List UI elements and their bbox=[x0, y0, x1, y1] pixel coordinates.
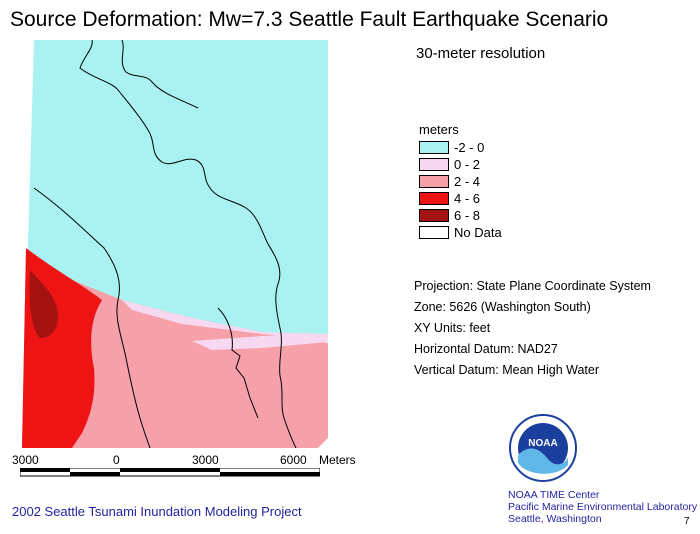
legend-item: -2 - 0 bbox=[419, 139, 502, 156]
projection-info: Projection: State Plane Coordinate Syste… bbox=[414, 276, 651, 381]
scale-label: 6000 bbox=[280, 453, 307, 467]
scale-bar: 3000 0 3000 6000 Meters bbox=[10, 453, 370, 483]
legend-item: 4 - 6 bbox=[419, 190, 502, 207]
legend-label: No Data bbox=[454, 225, 502, 240]
legend-title: meters bbox=[419, 122, 459, 137]
coastline-west bbox=[33, 187, 151, 448]
legend-item: 0 - 2 bbox=[419, 156, 502, 173]
map-title: Source Deformation: Mw=7.3 Seattle Fault… bbox=[10, 8, 609, 31]
horizontal-datum-line: Horizontal Datum: NAD27 bbox=[414, 342, 558, 356]
legend-swatch bbox=[419, 158, 449, 171]
scale-label: 0 bbox=[113, 453, 120, 467]
legend-item: 2 - 4 bbox=[419, 173, 502, 190]
credit-line: NOAA TIME Center bbox=[508, 489, 600, 501]
scale-label: 3000 bbox=[12, 453, 39, 467]
scale-unit: Meters bbox=[319, 453, 356, 467]
legend-swatch bbox=[419, 226, 449, 239]
legend-label: 4 - 6 bbox=[454, 191, 481, 206]
scale-ruler bbox=[20, 468, 320, 477]
vertical-datum-line: Vertical Datum: Mean High Water bbox=[414, 363, 600, 377]
project-credit: 2002 Seattle Tsunami Inundation Modeling… bbox=[12, 504, 302, 519]
zone-0-2 bbox=[192, 334, 328, 350]
legend-swatch bbox=[419, 141, 449, 154]
projection-line: Projection: State Plane Coordinate Syste… bbox=[414, 279, 651, 293]
noaa-logo-text: NOAA bbox=[528, 438, 557, 449]
coastline-inlet bbox=[217, 307, 259, 419]
zone-0-2-b bbox=[122, 300, 328, 341]
coastline-north bbox=[121, 39, 199, 109]
legend-swatch bbox=[419, 175, 449, 188]
legend-label: 2 - 4 bbox=[454, 174, 481, 189]
zone-6-8 bbox=[29, 270, 59, 338]
credit-line: Pacific Marine Environmental Laboratory bbox=[508, 501, 698, 513]
noaa-credits: NOAA TIME Center Pacific Marine Environm… bbox=[508, 489, 697, 525]
legend-label: 0 - 2 bbox=[454, 157, 481, 172]
credit-line: Seattle, Washington bbox=[508, 513, 602, 525]
noaa-logo: NOAA bbox=[509, 414, 577, 482]
legend-label: -2 - 0 bbox=[454, 140, 485, 155]
scale-label: 3000 bbox=[192, 453, 219, 467]
deformation-map bbox=[22, 39, 328, 448]
legend-swatch bbox=[419, 192, 449, 205]
legend-label: 6 - 8 bbox=[454, 208, 481, 223]
legend-swatch bbox=[419, 209, 449, 222]
zone-line: Zone: 5626 (Washington South) bbox=[414, 300, 591, 314]
page-number: 7 bbox=[684, 516, 690, 527]
legend-item: No Data bbox=[419, 224, 502, 241]
legend: meters -2 - 0 0 - 2 2 - 4 4 - 6 6 - 8 No… bbox=[419, 122, 502, 241]
xy-units-line: XY Units: feet bbox=[414, 321, 491, 335]
resolution-label: 30-meter resolution bbox=[416, 45, 546, 62]
legend-item: 6 - 8 bbox=[419, 207, 502, 224]
coastline bbox=[79, 39, 297, 448]
